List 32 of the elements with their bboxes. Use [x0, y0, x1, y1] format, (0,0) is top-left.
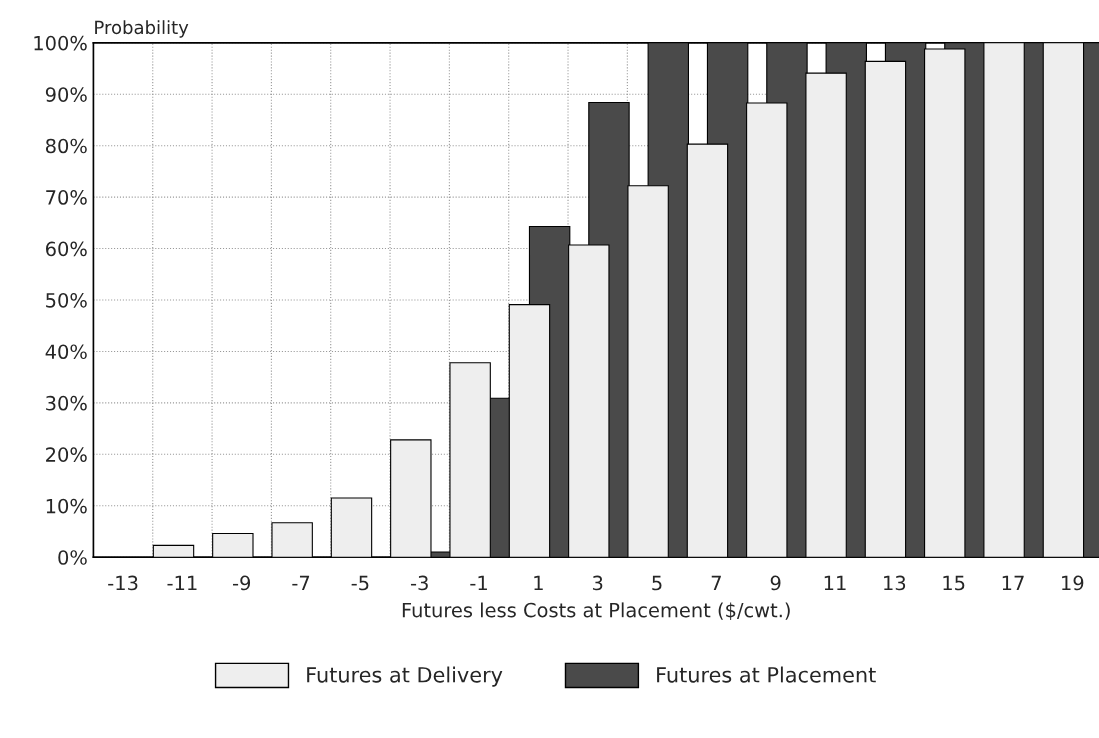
legend-label: Futures at Delivery [307, 666, 503, 687]
x-tick-label: 11 [824, 575, 846, 591]
y-tick-label: 0% [58, 550, 87, 565]
x-tick-label: -13 [108, 575, 138, 591]
y-tick-label: 70% [46, 190, 87, 205]
y-tick-label: 20% [46, 447, 87, 462]
y-tick-label: 40% [45, 344, 87, 360]
x-tick-label: -7 [292, 575, 310, 591]
y-tick-label: 80% [45, 138, 87, 154]
x-tick-label: 19 [1062, 575, 1084, 591]
y-tick-label: 90% [45, 87, 87, 102]
x-tick-label: -3 [410, 575, 428, 591]
x-tick-label: -5 [351, 575, 369, 591]
y-axis-title: Probability [95, 20, 189, 38]
y-tick-label: 100% [34, 35, 87, 51]
x-tick-label: 7 [711, 575, 721, 591]
x-tick-label: 9 [770, 575, 781, 591]
y-tick-label: 50% [46, 292, 87, 308]
x-tick-label: 5 [652, 575, 662, 591]
y-tick-label: 10% [46, 498, 87, 514]
x-tick-label: 1 [534, 575, 543, 591]
x-axis-title: Futures less Costs at Placement ($/cwt.) [402, 602, 790, 621]
legend-label: Futures at Placement [657, 666, 876, 683]
y-tick-label: 30% [46, 395, 87, 411]
x-tick-label: 17 [1002, 575, 1024, 591]
x-tick-label: -11 [167, 575, 197, 591]
x-tick-label: 3 [592, 575, 603, 591]
x-tick-label: -9 [232, 575, 251, 591]
y-tick-label: 60% [46, 241, 87, 257]
x-tick-label: 13 [884, 575, 906, 591]
x-tick-label: 15 [943, 575, 965, 591]
x-tick-label: -1 [470, 575, 487, 591]
